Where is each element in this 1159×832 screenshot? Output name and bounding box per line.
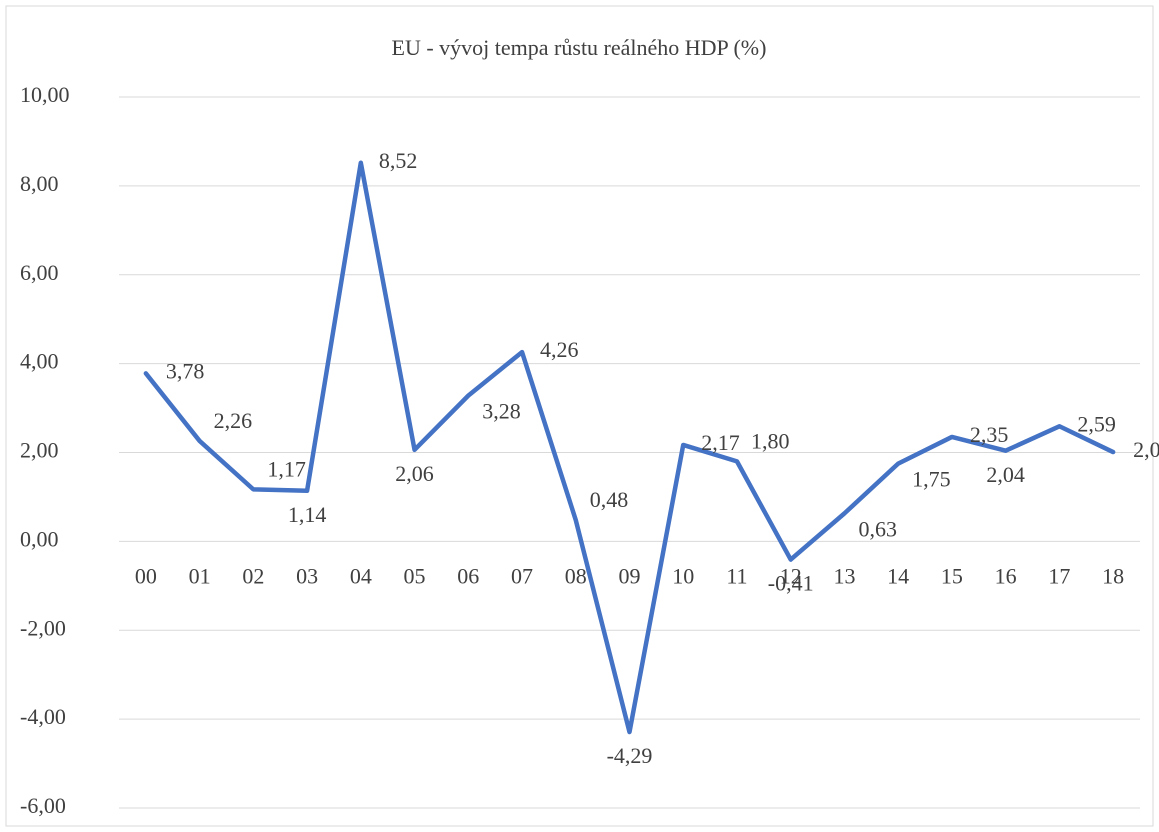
x-tick-label: 16: [995, 563, 1017, 588]
x-tick-label: 07: [511, 563, 533, 588]
data-label: 0,63: [858, 516, 897, 541]
x-tick-label: 09: [619, 563, 641, 588]
x-tick-label: 02: [242, 563, 264, 588]
data-label: 2,17: [701, 430, 740, 455]
x-tick-label: 05: [404, 563, 426, 588]
data-label: 2,06: [395, 461, 434, 486]
y-tick-label: 4,00: [20, 349, 59, 374]
x-tick-label: 18: [1102, 563, 1124, 588]
x-tick-label: 08: [565, 563, 587, 588]
x-tick-label: 06: [457, 563, 479, 588]
data-label: 1,75: [912, 467, 951, 492]
x-tick-label: 00: [135, 563, 157, 588]
data-label: 8,52: [379, 148, 418, 173]
data-label: 2,26: [214, 408, 253, 433]
x-tick-label: 01: [189, 563, 211, 588]
data-label: 0,48: [590, 487, 629, 512]
x-tick-label: 13: [833, 563, 855, 588]
chart-title: EU - vývoj tempa růstu reálného HDP (%): [392, 35, 767, 60]
data-label: 2,04: [986, 462, 1025, 487]
y-tick-label: 6,00: [20, 260, 59, 285]
data-label: 2,59: [1077, 411, 1116, 436]
data-label: -0,41: [768, 571, 814, 596]
x-tick-label: 14: [887, 563, 909, 588]
y-tick-label: -6,00: [20, 793, 66, 818]
y-tick-label: -4,00: [20, 704, 66, 729]
y-tick-label: 2,00: [20, 438, 59, 463]
data-label: 2,35: [970, 422, 1009, 447]
x-tick-label: 17: [1048, 563, 1070, 588]
data-label: 2,01: [1133, 437, 1159, 462]
line-series: [143, 160, 1116, 735]
data-label: 1,17: [267, 456, 306, 481]
x-tick-label: 10: [672, 563, 694, 588]
x-tick-label: 04: [350, 563, 372, 588]
x-tick-label: 11: [726, 563, 747, 588]
y-tick-label: 8,00: [20, 171, 59, 196]
x-tick-label: 15: [941, 563, 963, 588]
data-label: -4,29: [607, 743, 653, 768]
y-tick-label: -2,00: [20, 615, 66, 640]
data-label: 3,28: [482, 399, 520, 424]
x-tick-label: 03: [296, 563, 318, 588]
data-label: 1,14: [288, 502, 327, 527]
chart-border: [5, 5, 1154, 827]
y-tick-label: 10,00: [20, 82, 70, 107]
data-label: 3,78: [166, 358, 205, 383]
data-label: 1,80: [751, 428, 790, 453]
y-tick-label: 0,00: [20, 526, 59, 551]
x-tick-label: 12: [780, 563, 802, 588]
data-label: 4,26: [540, 337, 579, 362]
